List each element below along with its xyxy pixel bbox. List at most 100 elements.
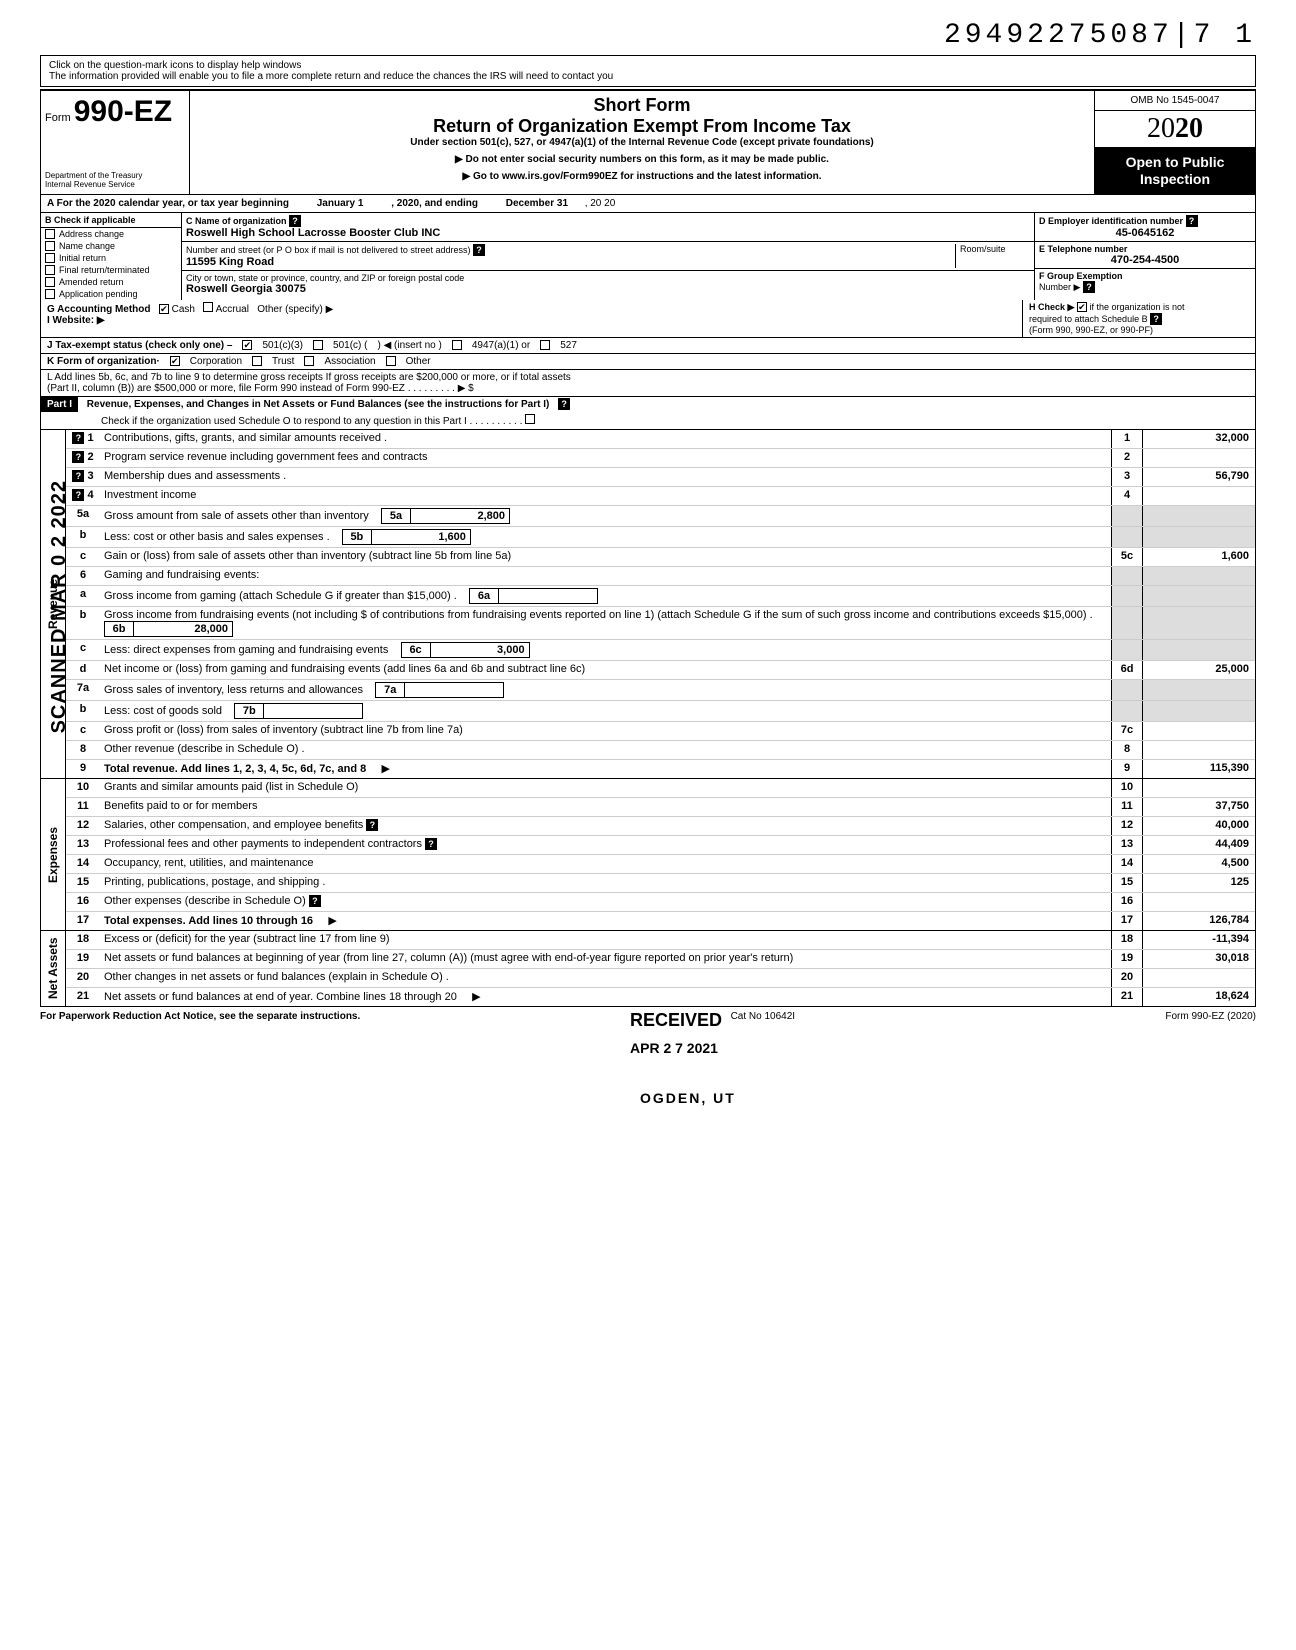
- form-subtitle: Under section 501(c), 527, or 4947(a)(1)…: [194, 137, 1090, 148]
- help-icon[interactable]: ?: [473, 244, 485, 256]
- line-2-desc: Program service revenue including govern…: [100, 449, 1111, 467]
- line-17-desc: Total expenses. Add lines 10 through 16: [104, 915, 313, 927]
- chk-application-pending[interactable]: Application pending: [41, 288, 181, 300]
- room-label: Room/suite: [956, 244, 1030, 268]
- row-k: K Form of organization· ✔Corporation Tru…: [40, 354, 1256, 370]
- line-15-val: 125: [1143, 874, 1255, 892]
- line-14-desc: Occupancy, rent, utilities, and maintena…: [100, 855, 1111, 873]
- help-icon[interactable]: ?: [366, 819, 378, 831]
- chk-final-return[interactable]: Final return/terminated: [41, 264, 181, 276]
- revenue-body: ? 1Contributions, gifts, grants, and sim…: [66, 430, 1255, 778]
- chk-association[interactable]: [304, 356, 314, 366]
- line-5c-val: 1,600: [1143, 548, 1255, 566]
- chk-schedule-o[interactable]: [525, 414, 535, 424]
- line-18-val: -11,394: [1143, 931, 1255, 949]
- year-suffix: 20: [1175, 113, 1203, 144]
- lbl-4947: 4947(a)(1) or: [472, 340, 530, 351]
- help-icon[interactable]: ?: [72, 489, 84, 501]
- chk-schedule-b[interactable]: ✔: [1077, 302, 1087, 312]
- help-icon[interactable]: ?: [289, 215, 301, 227]
- chk-cash[interactable]: ✔: [159, 304, 169, 314]
- line-7b-val: [264, 704, 362, 718]
- chk-address-change[interactable]: Address change: [41, 228, 181, 240]
- lbl-amended-return: Amended return: [59, 277, 124, 287]
- net-assets-body: 18Excess or (deficit) for the year (subt…: [66, 931, 1255, 1006]
- line-6a-desc: Gross income from gaming (attach Schedul…: [104, 590, 457, 602]
- chk-501c[interactable]: [313, 340, 323, 350]
- row-a-end: December 31: [506, 198, 568, 209]
- help-icon[interactable]: ?: [558, 398, 570, 410]
- line-6d-val: 25,000: [1143, 661, 1255, 679]
- addr-label: Number and street (or P O box if mail is…: [186, 245, 470, 255]
- row-a-label: A For the 2020 calendar year, or tax yea…: [47, 198, 289, 209]
- help-icon[interactable]: ?: [309, 895, 321, 907]
- lbl-application-pending: Application pending: [59, 289, 138, 299]
- chk-accrual[interactable]: [203, 302, 213, 312]
- chk-4947[interactable]: [452, 340, 462, 350]
- lbl-accrual: Accrual: [216, 304, 249, 315]
- help-icon[interactable]: ?: [1083, 281, 1095, 293]
- tel-block: E Telephone number 470-254-4500: [1035, 242, 1255, 269]
- lbl-cash: Cash: [172, 304, 195, 315]
- chk-501c3[interactable]: ✔: [242, 340, 252, 350]
- part-1-header: Part I Revenue, Expenses, and Changes in…: [40, 397, 1256, 430]
- revenue-section: Revenue ? 1Contributions, gifts, grants,…: [40, 430, 1256, 779]
- ein-label: D Employer identification number: [1039, 216, 1183, 226]
- city-label: City or town, state or province, country…: [186, 273, 464, 283]
- footer-right: Form 990-EZ (2020): [1165, 1011, 1256, 1022]
- lbl-corporation: Corporation: [190, 356, 242, 367]
- footer: For Paperwork Reduction Act Notice, see …: [40, 1007, 1256, 1026]
- line-5c-desc: Gain or (loss) from sale of assets other…: [100, 548, 1111, 566]
- line-7c-desc: Gross profit or (loss) from sales of inv…: [100, 722, 1111, 740]
- date-stamp: APR 2 7 2021: [630, 1040, 718, 1056]
- net-assets-section: Net Assets 18Excess or (deficit) for the…: [40, 931, 1256, 1007]
- line-6b-desc: Gross income from fundraising events (no…: [104, 609, 1093, 621]
- chk-amended-return[interactable]: Amended return: [41, 276, 181, 288]
- lbl-address-change: Address change: [59, 229, 124, 239]
- help-icon[interactable]: ?: [72, 432, 84, 444]
- lbl-insert-no: ) ◀ (insert no ): [377, 340, 441, 351]
- tel-label: E Telephone number: [1039, 244, 1127, 254]
- help-icon[interactable]: ?: [72, 470, 84, 482]
- line-18-desc: Excess or (deficit) for the year (subtra…: [100, 931, 1111, 949]
- footer-left: For Paperwork Reduction Act Notice, see …: [40, 1011, 360, 1022]
- city-block: City or town, state or province, country…: [182, 271, 1034, 297]
- line-20-desc: Other changes in net assets or fund bala…: [100, 969, 1111, 987]
- help-icon[interactable]: ?: [72, 451, 84, 463]
- chk-trust[interactable]: [252, 356, 262, 366]
- chk-name-change[interactable]: Name change: [41, 240, 181, 252]
- chk-527[interactable]: [540, 340, 550, 350]
- line-7c-val: [1143, 722, 1255, 740]
- line-13-val: 44,409: [1143, 836, 1255, 854]
- line-1-val: 32,000: [1143, 430, 1255, 448]
- line-9-desc: Total revenue. Add lines 1, 2, 3, 4, 5c,…: [104, 763, 366, 775]
- line-1-desc: Contributions, gifts, grants, and simila…: [100, 430, 1111, 448]
- line-6b-val: 28,000: [134, 622, 232, 636]
- line-12-desc: Salaries, other compensation, and employ…: [104, 819, 363, 831]
- row-a-year: , 20 20: [585, 198, 616, 209]
- help-icon[interactable]: ?: [1186, 215, 1198, 227]
- help-icon[interactable]: ?: [1150, 313, 1162, 325]
- help-icon[interactable]: ?: [425, 838, 437, 850]
- footer-mid: Cat No 10642I: [731, 1011, 796, 1022]
- open-line-1: Open to Public: [1097, 154, 1253, 171]
- page-number-top: 29492275087|7 1: [40, 20, 1256, 51]
- row-h-text2: required to attach Schedule B: [1029, 314, 1148, 324]
- row-j-label: J Tax-exempt status (check only one) –: [47, 340, 232, 351]
- line-8-desc: Other revenue (describe in Schedule O) .: [100, 741, 1111, 759]
- ein-value: 45-0645162: [1039, 227, 1251, 239]
- chk-initial-return[interactable]: Initial return: [41, 252, 181, 264]
- lbl-initial-return: Initial return: [59, 253, 106, 263]
- row-j: J Tax-exempt status (check only one) – ✔…: [40, 338, 1256, 354]
- row-a-mid: , 2020, and ending: [391, 198, 478, 209]
- chk-corporation[interactable]: ✔: [170, 356, 180, 366]
- line-19-desc: Net assets or fund balances at beginning…: [100, 950, 1111, 968]
- row-h-text1: if the organization is not: [1089, 302, 1184, 312]
- line-2-val: [1143, 449, 1255, 467]
- line-6a-val: [499, 589, 597, 603]
- line-14-val: 4,500: [1143, 855, 1255, 873]
- row-k-label: K Form of organization·: [47, 356, 160, 367]
- tel-value: 470-254-4500: [1039, 254, 1251, 266]
- ein-block: D Employer identification number ? 45-06…: [1035, 213, 1255, 242]
- chk-other-org[interactable]: [386, 356, 396, 366]
